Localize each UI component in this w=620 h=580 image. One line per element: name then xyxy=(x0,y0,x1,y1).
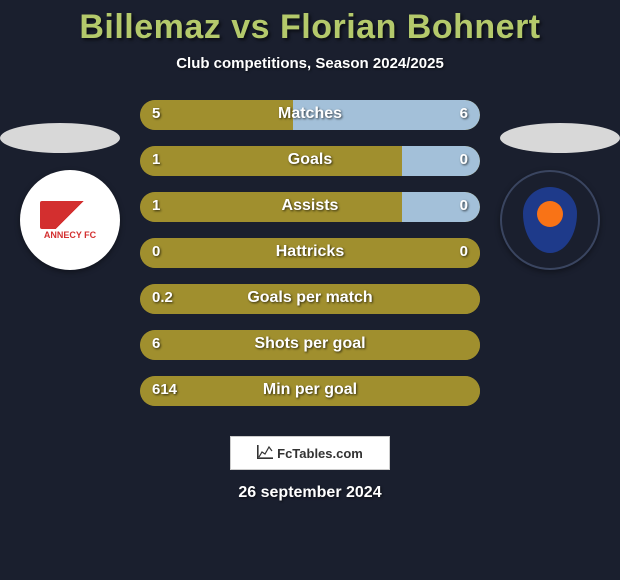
stat-row: 0.2Goals per match xyxy=(0,284,620,330)
stat-bar: 56Matches xyxy=(140,100,480,130)
stat-bar: 10Goals xyxy=(140,146,480,176)
stat-label: Shots per goal xyxy=(140,335,480,353)
stat-bar: 0.2Goals per match xyxy=(140,284,480,314)
stat-label: Matches xyxy=(140,105,480,123)
stat-row: 10Goals xyxy=(0,146,620,192)
stat-row: 614Min per goal xyxy=(0,376,620,422)
stat-label: Hattricks xyxy=(140,243,480,261)
stat-bar: 10Assists xyxy=(140,192,480,222)
footer-logo-text: FcTables.com xyxy=(277,446,363,461)
stat-row: 56Matches xyxy=(0,100,620,146)
date-text: 26 september 2024 xyxy=(0,484,620,502)
page-subtitle: Club competitions, Season 2024/2025 xyxy=(0,55,620,72)
stat-label: Assists xyxy=(140,197,480,215)
stat-bar: 6Shots per goal xyxy=(140,330,480,360)
stat-row: 10Assists xyxy=(0,192,620,238)
stat-label: Goals xyxy=(140,151,480,169)
stat-bar: 00Hattricks xyxy=(140,238,480,268)
footer-logo: FcTables.com xyxy=(230,436,390,470)
stats-chart: 56Matches 10Goals 10Assists 00Hattricks 0.2G… xyxy=(0,100,620,422)
page-title: Billemaz vs Florian Bohnert xyxy=(0,0,620,47)
stat-bar: 614Min per goal xyxy=(140,376,480,406)
stat-row: 6Shots per goal xyxy=(0,330,620,376)
stat-label: Goals per match xyxy=(140,289,480,307)
stat-row: 00Hattricks xyxy=(0,238,620,284)
chart-icon xyxy=(257,445,273,462)
stat-label: Min per goal xyxy=(140,381,480,399)
